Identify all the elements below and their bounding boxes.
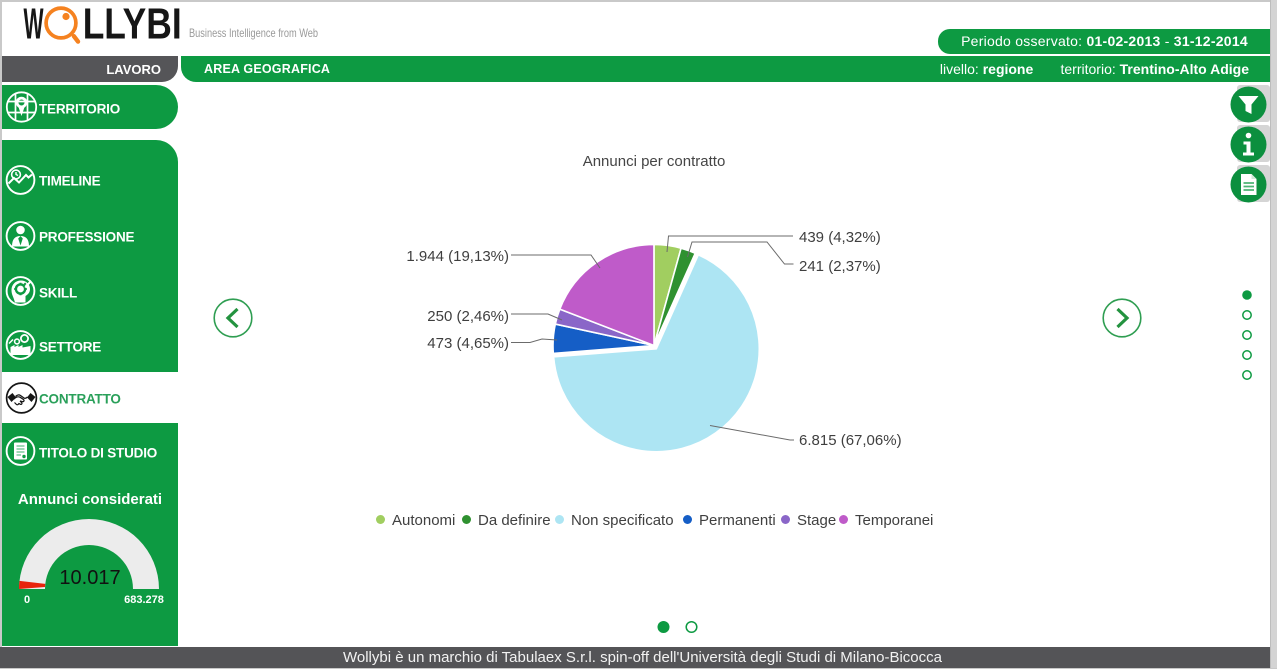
svg-text:Business Intelligence from Web: Business Intelligence from Web: [189, 26, 318, 40]
svg-text:W: W: [24, 0, 44, 49]
svg-text:LLYBI: LLYBI: [83, 0, 182, 49]
